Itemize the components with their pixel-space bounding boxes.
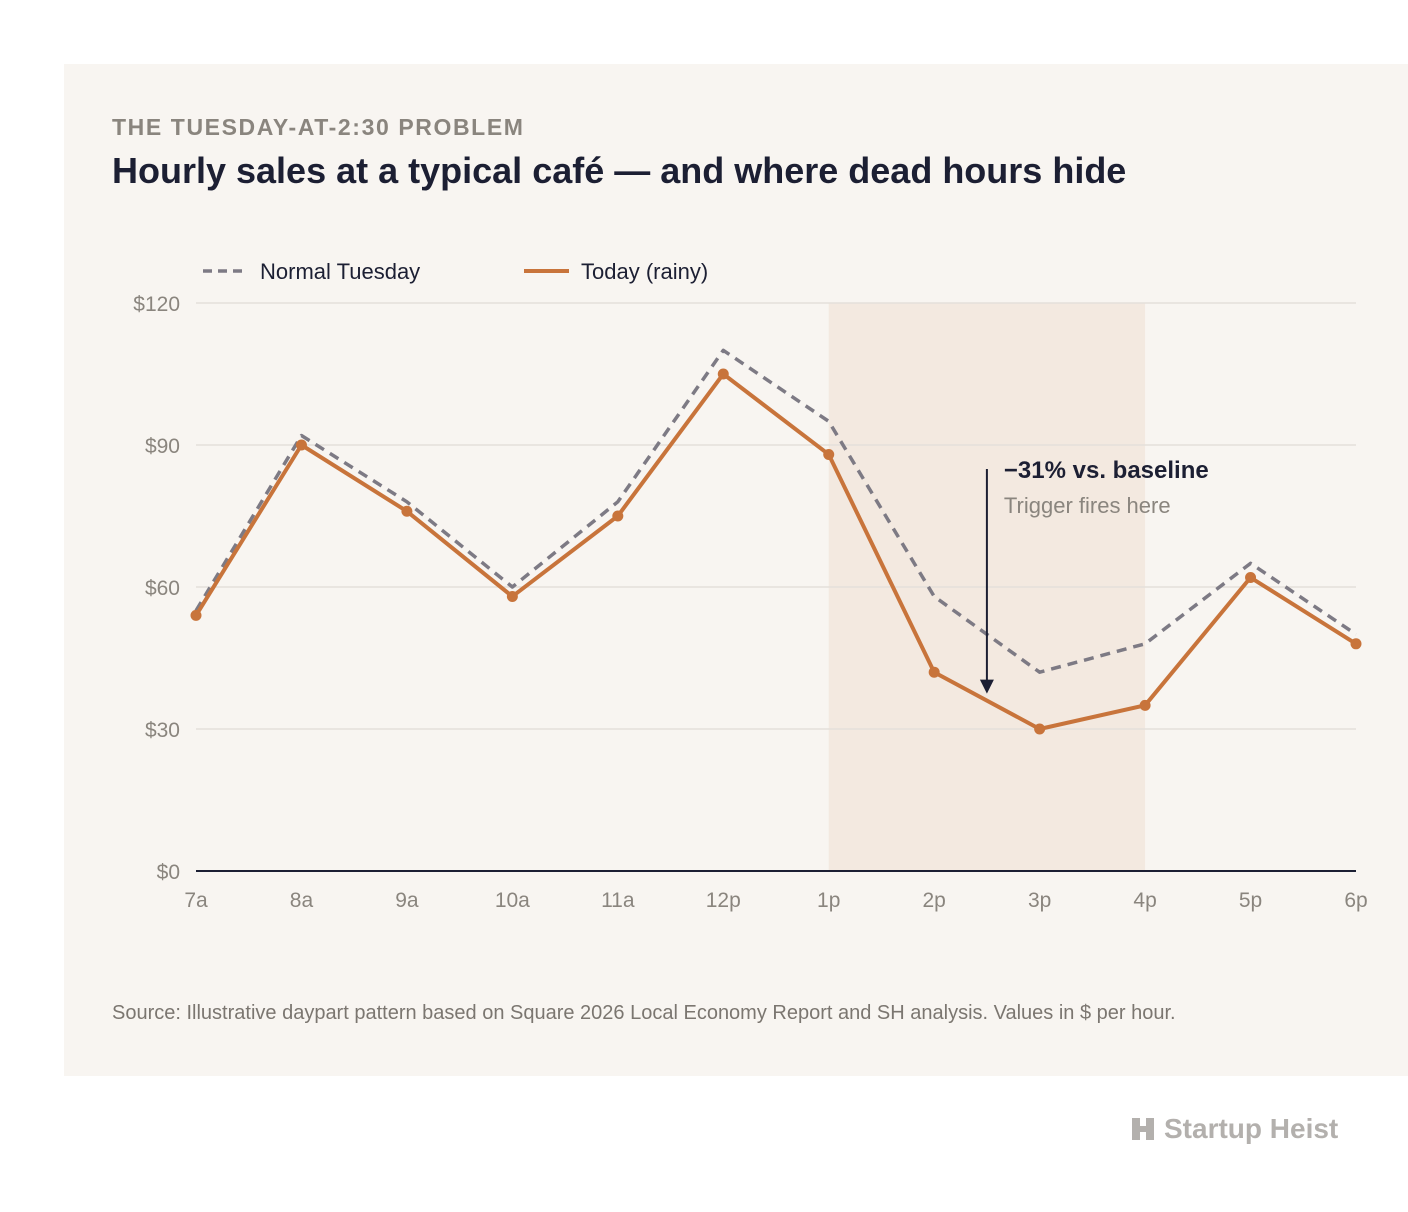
x-tick-label: 11a — [601, 889, 635, 912]
x-tick-label: 12p — [706, 889, 741, 912]
series-today-point — [612, 510, 624, 522]
series-today-point — [295, 439, 307, 451]
chart-title: Hourly sales at a typical café — and whe… — [112, 150, 1127, 191]
x-tick-label: 8a — [290, 889, 314, 912]
chart-card — [64, 64, 1408, 1076]
series-today-point — [717, 368, 729, 380]
y-tick-label: $60 — [145, 577, 180, 600]
series-today-point — [401, 505, 413, 517]
x-tick-label: 6p — [1344, 889, 1367, 912]
series-today-point — [506, 590, 518, 602]
y-tick-label: $0 — [157, 861, 180, 884]
series-today-point — [1034, 723, 1046, 735]
x-tick-label: 1p — [817, 889, 840, 912]
annotation-arrow-head — [979, 679, 994, 694]
x-tick-label: 7a — [184, 889, 208, 912]
y-tick-label: $120 — [133, 293, 180, 316]
x-tick-label: 2p — [923, 889, 946, 912]
series-today-point — [1139, 699, 1151, 711]
x-tick-label: 5p — [1239, 889, 1262, 912]
building-h-icon — [1132, 1118, 1154, 1140]
legend-today-label: Today (rainy) — [581, 259, 708, 284]
y-tick-label: $90 — [145, 435, 180, 458]
x-tick-label: 4p — [1133, 889, 1156, 912]
chart-eyebrow: THE TUESDAY-AT-2:30 PROBLEM — [112, 114, 525, 140]
legend-normal-label: Normal Tuesday — [260, 259, 420, 284]
x-tick-label: 10a — [495, 889, 530, 912]
annotation-headline: −31% vs. baseline — [1004, 457, 1209, 484]
brand-logo: Startup Heist — [1130, 1112, 1338, 1146]
series-today-point — [190, 609, 202, 621]
series-today-point — [1245, 572, 1257, 584]
series-today-line — [194, 372, 1358, 731]
series-today-point — [928, 666, 940, 678]
x-tick-label: 9a — [395, 889, 419, 912]
brand-name: Startup Heist — [1164, 1113, 1339, 1144]
series-today-point — [1350, 638, 1362, 650]
series-normal-line — [194, 348, 1357, 674]
series-today-point — [823, 448, 835, 460]
source-note: Source: Illustrative daypart pattern bas… — [112, 1002, 1176, 1024]
annotation-subtext: Trigger fires here — [1004, 493, 1171, 518]
y-tick-label: $30 — [145, 719, 180, 742]
x-tick-label: 3p — [1028, 889, 1051, 912]
